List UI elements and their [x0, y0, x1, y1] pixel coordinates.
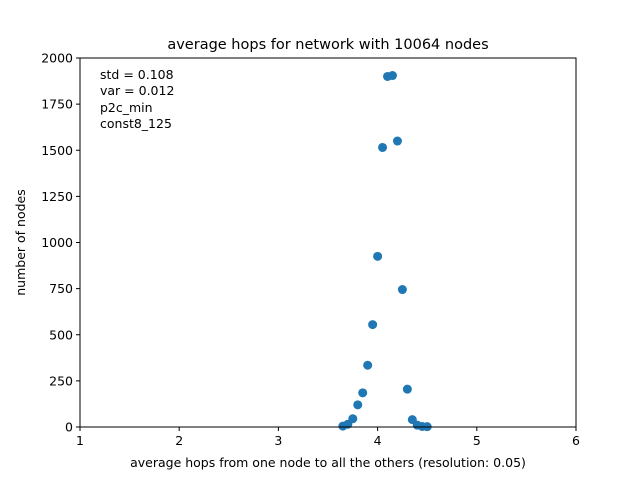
y-tick-label: 2000 — [41, 51, 73, 66]
plot-frame — [79, 57, 577, 428]
x-axis-label: average hops from one node to all the ot… — [130, 455, 526, 470]
data-point — [397, 285, 407, 295]
annotation-algorithm: p2c_min — [100, 100, 153, 115]
y-axis-label: number of nodes — [13, 189, 28, 296]
y-tick-label: 750 — [49, 281, 73, 296]
data-points — [338, 71, 432, 432]
x-tick-label: 1 — [76, 433, 84, 448]
data-point — [402, 384, 412, 394]
annotation-var: var = 0.012 — [100, 83, 174, 98]
data-point — [373, 251, 383, 261]
data-point — [358, 388, 368, 398]
annotation-std: std = 0.108 — [100, 67, 174, 82]
y-tick-label: 250 — [49, 373, 73, 388]
y-tick-label: 1000 — [41, 235, 73, 250]
axis-ticks: 1 2 3 4 5 6 0 250 500 750 1000 1250 1500 1750 2000 — [41, 51, 580, 449]
y-tick-label: 500 — [49, 327, 73, 342]
data-point — [353, 400, 363, 410]
data-point — [368, 320, 378, 330]
x-tick-label: 3 — [274, 433, 282, 448]
x-tick-label: 5 — [473, 433, 481, 448]
data-point — [378, 142, 388, 152]
chart-title: average hops for network with 10064 node… — [167, 37, 488, 53]
data-point — [363, 360, 373, 370]
data-point — [387, 71, 397, 81]
x-tick-label: 2 — [175, 433, 183, 448]
y-tick-label: 0 — [65, 420, 73, 435]
y-tick-label: 1750 — [41, 97, 73, 112]
y-tick-label: 1250 — [41, 189, 73, 204]
y-tick-label: 1500 — [41, 143, 73, 158]
data-point — [348, 414, 358, 424]
annotation-config: const8_125 — [100, 116, 172, 131]
data-point — [392, 136, 402, 146]
x-tick-label: 4 — [374, 433, 382, 448]
x-tick-label: 6 — [572, 433, 580, 448]
